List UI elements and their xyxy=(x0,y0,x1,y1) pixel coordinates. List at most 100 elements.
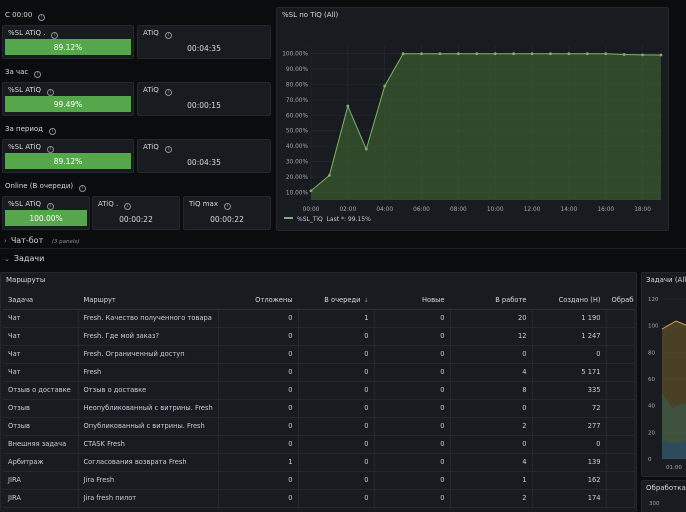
processing-panel[interactable]: Обработка 300 xyxy=(641,480,686,512)
stat-panel-online-tiqmax[interactable]: TiQ max i 00:00:22 xyxy=(183,196,271,230)
table-row[interactable]: Чат Fresh. Качество полученного товара 0 1 0… xyxy=(3,309,635,328)
table-row[interactable]: Чат Fresh. Ограниченный доступ 0 0 0 0 0 xyxy=(3,345,635,364)
table-row[interactable]: Отзыв о доставке Отзыв о доставке 0 0 0 8 335 xyxy=(3,381,635,400)
chart-legend[interactable]: %SL_TiQ Last *: 99.15% xyxy=(284,216,371,223)
table-cell: 0 xyxy=(532,345,607,364)
table-row[interactable]: Отзыв Опубликованный с витрины. Fresh 0 0 0 2… xyxy=(3,417,635,436)
column-header-task[interactable]: Задача xyxy=(3,291,78,310)
stat-value: 00:04:35 xyxy=(187,44,221,53)
table-cell: 0 xyxy=(298,435,375,454)
y-tick-label: 120 xyxy=(648,297,659,303)
table-row[interactable]: Арбитраж Согласования возврата Fresh 1 0 0 4 1… xyxy=(3,453,635,472)
info-icon[interactable]: i xyxy=(51,32,59,39)
table-cell: 4 xyxy=(450,363,533,382)
table-cell: 277 xyxy=(532,417,607,436)
column-header-new[interactable]: Новые xyxy=(374,291,450,310)
row-header-tasks[interactable]: ⌄ Задачи xyxy=(4,254,44,263)
info-icon[interactable]: i xyxy=(79,185,87,192)
tasks-timeseries-panel[interactable]: Задачи (All 120 100 80 60 40 20 0 01:00 xyxy=(641,272,686,477)
stat-panel-online-atiq[interactable]: ATiQ . i 00:00:22 xyxy=(92,196,180,230)
x-tick-label: 04:00 xyxy=(376,207,393,213)
chart-panel-title: %SL по TiQ (All) xyxy=(282,11,339,19)
column-header-route[interactable]: Маршрут xyxy=(78,291,218,310)
stat-panel-sl-atiq[interactable]: %SL ATiQ . i 89.12% xyxy=(2,25,134,59)
x-tick-label: 14:00 xyxy=(561,207,578,213)
group-label-last-hour: За час i xyxy=(5,68,42,78)
info-icon[interactable]: i xyxy=(224,203,231,210)
table-cell: 1 xyxy=(450,471,533,490)
info-icon[interactable]: i xyxy=(46,203,54,210)
stat-panel-online-sl[interactable]: %SL ATiQ i 100.00% xyxy=(2,196,90,230)
table-cell: 0 xyxy=(218,309,299,328)
y-tick-label: 30.00% xyxy=(286,160,309,166)
stat-value-bar: 99.49% xyxy=(5,96,131,112)
column-header-in-progress[interactable]: В работе xyxy=(450,291,532,310)
table-cell: Опубликованный с витрины. Fresh xyxy=(78,417,219,436)
info-icon[interactable]: i xyxy=(124,203,132,210)
chart-panel-sl-tiq[interactable]: %SL по TiQ (All) 10.00% 20.00% 30.00% 40.00… xyxy=(276,7,669,231)
table-row[interactable]: Отзыв Неопубликованный с витрины. Fresh 0 0… xyxy=(3,399,635,418)
data-point xyxy=(328,173,331,177)
sl-tiq-chart[interactable]: 10.00% 20.00% 30.00% 40.00% 50.00% 60.00% 70.0… xyxy=(277,8,668,230)
info-icon[interactable]: i xyxy=(46,89,54,96)
stat-panel-atiq[interactable]: ATiQ i 00:04:35 xyxy=(137,139,271,173)
table-cell: 0 xyxy=(450,399,533,418)
stat-panel-sl-atiq[interactable]: %SL ATiQ i 99.49% xyxy=(2,82,134,116)
stat-value: 00:04:35 xyxy=(187,158,221,167)
info-icon[interactable]: i xyxy=(38,14,46,21)
table-cell: Чат xyxy=(3,309,79,328)
table-cell: 0 xyxy=(218,417,299,436)
stat-panel-sl-atiq[interactable]: %SL ATiQ i 89.12% xyxy=(2,139,134,173)
column-header-processed[interactable]: Обрабо xyxy=(606,291,634,310)
chevron-right-icon: › xyxy=(4,237,7,245)
table-row[interactable]: Чат Fresh 0 0 0 4 5 171 xyxy=(3,363,635,382)
stat-title: ATiQ . i xyxy=(98,200,132,210)
info-icon[interactable]: i xyxy=(46,146,54,153)
stat-title-text: ATiQ xyxy=(143,143,159,151)
info-icon[interactable]: i xyxy=(164,32,172,39)
column-header-deferred[interactable]: Отложены xyxy=(218,291,298,310)
table-cell-empty xyxy=(606,345,635,364)
stat-value-bar: 89.12% xyxy=(5,39,131,55)
table-cell: Чат xyxy=(3,345,79,364)
row-panel-count: (3 panels) xyxy=(51,239,80,245)
stat-panel-atiq[interactable]: ATiQ i 00:00:15 xyxy=(137,82,271,116)
info-icon[interactable]: i xyxy=(164,146,172,153)
x-tick-label: 18:00 xyxy=(634,207,651,213)
x-tick-label: 06:00 xyxy=(413,207,430,213)
stat-title: ATiQ i xyxy=(143,143,172,153)
stat-title-text: TiQ max xyxy=(189,200,218,208)
y-tick-label: 80.00% xyxy=(286,83,309,89)
table-cell: Чат xyxy=(3,327,79,346)
table-row[interactable]: JIRA Jira fresh пилот 0 0 0 2 174 xyxy=(3,489,635,508)
info-icon[interactable]: i xyxy=(49,128,57,135)
stat-title-text: %SL ATiQ . xyxy=(8,29,46,37)
column-header-created[interactable]: Создано (Н) xyxy=(532,291,606,310)
table-cell: 0 xyxy=(298,327,375,346)
table-cell: 0 xyxy=(450,345,533,364)
data-point xyxy=(438,52,442,56)
table-row[interactable]: Внешняя задача CTASK Fresh 0 0 0 0 0 xyxy=(3,435,635,454)
stat-panel-atiq[interactable]: ATiQ i 00:04:35 xyxy=(137,25,271,59)
x-tick-label: 08:00 xyxy=(450,207,467,213)
row-header-chatbot[interactable]: › Чат-бот (3 panels) xyxy=(4,236,79,245)
table-cell-empty xyxy=(606,327,635,346)
info-icon[interactable]: i xyxy=(164,89,172,96)
y-tick-label: 90.00% xyxy=(286,67,309,73)
tasks-timeseries-chart[interactable]: 120 100 80 60 40 20 0 01:00 xyxy=(642,273,686,477)
data-point xyxy=(622,53,626,56)
routes-table-panel[interactable]: Маршруты Задача Маршрут Отложены В очере… xyxy=(0,272,637,512)
info-icon[interactable]: i xyxy=(34,71,42,78)
column-header-in-queue[interactable]: В очереди ↓ xyxy=(298,291,374,310)
table-cell: Внешняя задача xyxy=(3,435,79,454)
data-point xyxy=(659,53,663,57)
stat-title: ATiQ i xyxy=(143,29,172,39)
row-title-text: Задачи xyxy=(13,254,45,263)
data-point xyxy=(641,53,644,57)
table-cell: 4 xyxy=(450,453,533,472)
data-point xyxy=(364,147,368,151)
table-row[interactable]: JIRA Jira Fresh 0 0 0 1 162 xyxy=(3,471,635,490)
data-point xyxy=(604,52,608,56)
table-cell: 0 xyxy=(450,435,533,454)
table-row[interactable]: Чат Fresh. Где мой заказ? 0 0 0 12 1 247 xyxy=(3,327,635,346)
